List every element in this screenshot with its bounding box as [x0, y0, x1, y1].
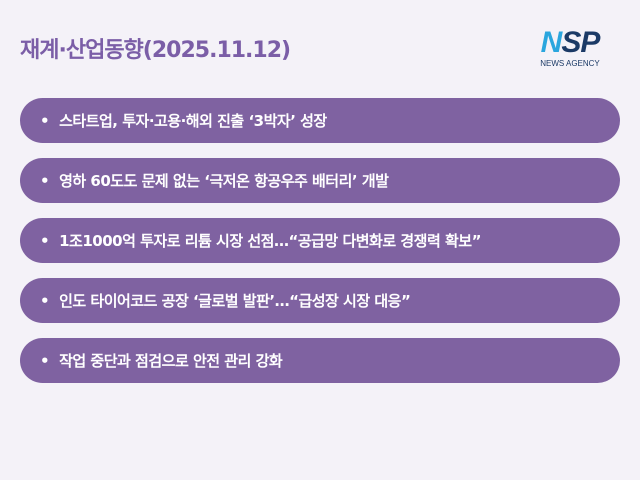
bullet-icon: •: [40, 291, 50, 310]
news-item-label: 1조1000억 투자로 리튬 시장 선점…“공급망 다변화로 경쟁력 확보”: [59, 232, 481, 250]
news-item[interactable]: • 스타트업, 투자·고용·해외 진출 ‘3박자’ 성장: [20, 98, 620, 143]
nsp-logo: NSP NEWS AGENCY: [519, 28, 621, 69]
news-item-label: 스타트업, 투자·고용·해외 진출 ‘3박자’ 성장: [59, 112, 327, 130]
news-item[interactable]: • 인도 타이어코드 공장 ‘글로벌 발판’…“급성장 시장 대응”: [20, 278, 620, 323]
news-item[interactable]: • 작업 중단과 점검으로 안전 관리 강화: [20, 338, 620, 383]
news-item-label: 작업 중단과 점검으로 안전 관리 강화: [59, 352, 283, 370]
page-title: 재계·산업동향(2025.11.12): [20, 38, 291, 63]
news-item[interactable]: • 1조1000억 투자로 리튬 시장 선점…“공급망 다변화로 경쟁력 확보”: [20, 218, 620, 263]
bullet-icon: •: [40, 231, 50, 250]
bullet-icon: •: [40, 351, 50, 370]
news-item[interactable]: • 영하 60도도 문제 없는 ‘극저온 항공우주 배터리’ 개발: [20, 158, 620, 203]
logo-subtitle: NEWS AGENCY: [540, 59, 600, 68]
news-item-label: 영하 60도도 문제 없는 ‘극저온 항공우주 배터리’ 개발: [59, 172, 389, 190]
news-item-label: 인도 타이어코드 공장 ‘글로벌 발판’…“급성장 시장 대응”: [59, 292, 411, 310]
bullet-icon: •: [40, 171, 50, 190]
bullet-icon: •: [40, 111, 50, 130]
